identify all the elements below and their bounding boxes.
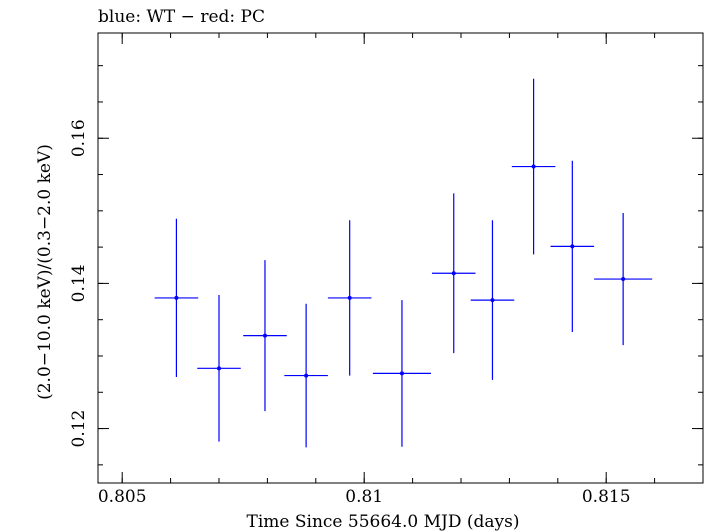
data-point <box>262 333 267 338</box>
x-tick-label: 0.805 <box>98 487 147 507</box>
y-tick-label: 0.12 <box>69 410 89 448</box>
plot-frame <box>97 32 704 484</box>
data-point <box>570 244 575 249</box>
x-tick-label: 0.815 <box>582 487 631 507</box>
y-axis-label: (2.0−10.0 keV)/(0.3−2.0 keV) <box>35 144 55 400</box>
axis-tick-labels: 0.805 0.81 0.815 0.12 0.14 0.16 <box>69 119 631 507</box>
y-tick-label: 0.14 <box>69 264 89 302</box>
data-point <box>347 295 352 300</box>
data-point <box>217 366 221 371</box>
data-point <box>174 295 179 300</box>
data-point <box>621 277 626 282</box>
data-points <box>154 78 653 448</box>
data-point <box>399 371 404 376</box>
data-point <box>531 164 536 169</box>
data-point <box>490 298 495 303</box>
x-tick-label: 0.81 <box>345 487 383 507</box>
x-axis-label: Time Since 55664.0 MJD (days) <box>247 512 520 532</box>
axis-ticks <box>98 33 704 483</box>
y-tick-label: 0.16 <box>69 119 89 157</box>
data-point <box>304 373 309 378</box>
chart-title: blue: WT − red: PC <box>98 7 265 27</box>
data-point <box>451 271 456 276</box>
